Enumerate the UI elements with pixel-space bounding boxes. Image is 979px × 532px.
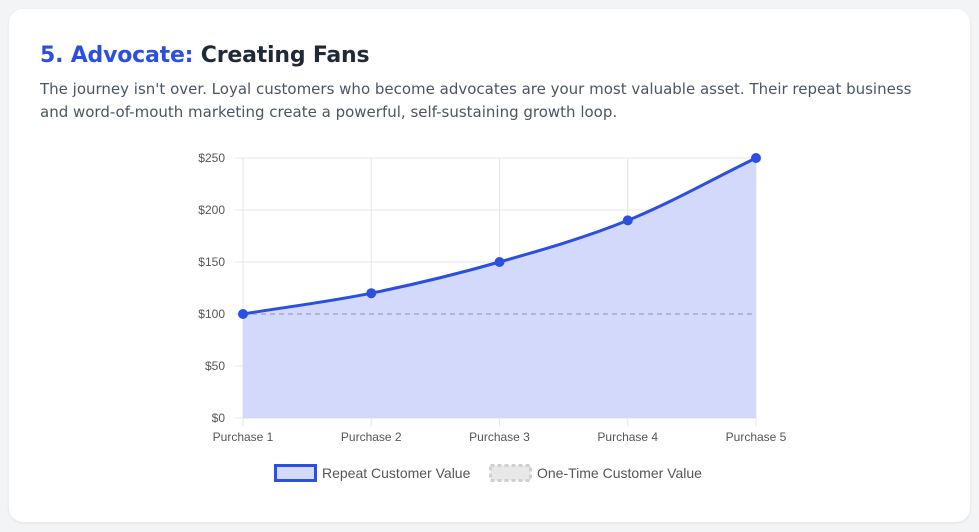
- chart-legend: Repeat Customer Value One-Time Customer V…: [274, 464, 702, 482]
- legend-swatch-one-time: [489, 464, 532, 482]
- data-point: [238, 309, 248, 319]
- y-tick-label: $200: [198, 203, 225, 217]
- data-point: [494, 257, 505, 267]
- legend-label-one-time: One-Time Customer Value: [537, 465, 702, 481]
- y-tick-label: $0: [212, 411, 226, 425]
- x-tick-label: Purchase 5: [726, 430, 787, 444]
- x-tick-label: Purchase 2: [341, 430, 402, 444]
- legend-label-repeat: Repeat Customer Value: [322, 465, 471, 481]
- x-tick-label: Purchase 1: [213, 430, 274, 444]
- section-title: Creating Fans: [200, 43, 370, 68]
- x-tick-label: Purchase 3: [469, 430, 530, 444]
- y-tick-label: $50: [205, 359, 225, 373]
- data-point: [622, 215, 633, 226]
- y-tick-label: $250: [198, 151, 225, 165]
- y-tick-label: $150: [198, 255, 225, 269]
- legend-swatch-repeat: [274, 464, 317, 482]
- x-tick-label: Purchase 4: [597, 430, 658, 444]
- section-heading: 5. Advocate: Creating Fans: [40, 43, 370, 68]
- chart-series: [238, 153, 761, 418]
- section-description: The journey isn't over. Loyal customers …: [40, 80, 912, 121]
- data-point: [366, 288, 377, 299]
- y-tick-label: $100: [198, 307, 225, 321]
- y-axis: $0 $50 $100 $150 $200 $250: [198, 151, 225, 425]
- data-point: [751, 153, 761, 163]
- step-label: 5. Advocate:: [40, 43, 194, 68]
- x-axis: Purchase 1 Purchase 2 Purchase 3 Purchase 4…: [213, 430, 787, 444]
